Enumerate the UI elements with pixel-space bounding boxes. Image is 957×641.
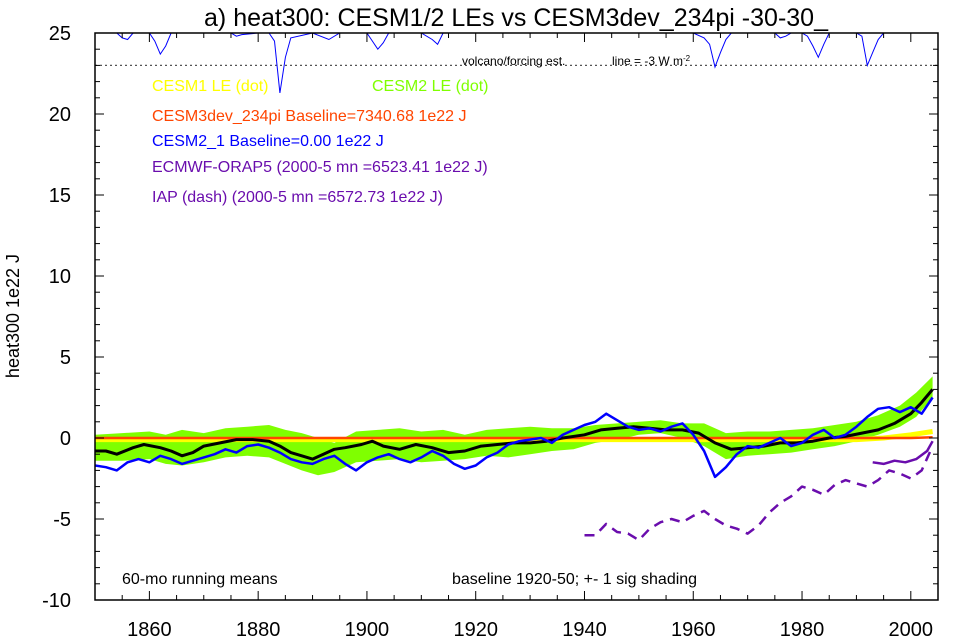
legend-entry: CESM2 LE (dot)	[372, 78, 488, 95]
y-tick-label: -10	[42, 590, 71, 612]
x-tick-label: 1940	[562, 619, 607, 641]
forcing-line-note-sup: -2	[683, 54, 691, 63]
x-tick-label: 1980	[780, 619, 825, 641]
y-axis-label: heat300 1e22 J	[3, 254, 23, 378]
plot-frame	[94, 32, 939, 601]
chart-title: a) heat300: CESM1/2 LEs vs CESM3dev_234p…	[204, 4, 829, 32]
legend-entry: CESM3dev_234pi Baseline=7340.68 1e22 J	[152, 108, 466, 125]
legend-entry: CESM2_1 Baseline=0.00 1e22 J	[152, 133, 384, 150]
x-tick-label: 1900	[345, 619, 390, 641]
y-tick-label: 5	[60, 347, 71, 369]
x-tick-label: 2000	[889, 619, 934, 641]
x-tick-label: 1920	[453, 619, 498, 641]
series-line-cesm3dev-234pi	[95, 435, 933, 440]
series-line-cesm2-1	[95, 396, 934, 479]
running-mean-note: 60-mo running means	[122, 571, 278, 588]
y-tick-label: 10	[49, 266, 71, 288]
forcing-line-note-text: line = -3 W m	[612, 54, 683, 68]
y-tick-label: 0	[60, 428, 71, 450]
legend-entry: ECMWF-ORAP5 (2000-5 mn =6523.41 1e22 J)	[152, 159, 488, 176]
legend: CESM1 LE (dot) CESM2 LE (dot) CESM3dev_234…	[152, 78, 488, 206]
x-tick-label: 1860	[127, 619, 172, 641]
series-line-cesm1-le	[95, 429, 933, 443]
baseline-note: baseline 1920-50; +- 1 sig shading	[452, 571, 697, 588]
x-tick-label: 1880	[236, 619, 281, 641]
legend-entry: CESM1 LE (dot)	[152, 78, 268, 95]
plot-area	[95, 33, 938, 542]
legend-entry: IAP (dash) (2000-5 mn =6572.73 1e22 J)	[152, 189, 443, 206]
series-band-cesm2-le-spread	[95, 376, 933, 476]
y-tick-label: -5	[53, 509, 71, 531]
volcano-forcing-series	[95, 33, 933, 93]
y-tick-label: 25	[49, 23, 71, 45]
forcing-line-note: line = -3 W m-2	[612, 54, 691, 68]
volcano-label: volcano/forcing est.	[462, 54, 565, 68]
tick-labels: 1860 1880 1900 1920 1940 1960 1980 2000 -10 -5 0 5 1…	[42, 23, 933, 641]
series-line-iap	[584, 445, 934, 542]
x-tick-label: 1960	[671, 619, 716, 641]
series-line-ecmwf-orap5	[872, 440, 934, 466]
y-tick-label: 15	[49, 185, 71, 207]
y-tick-label: 20	[49, 104, 71, 126]
